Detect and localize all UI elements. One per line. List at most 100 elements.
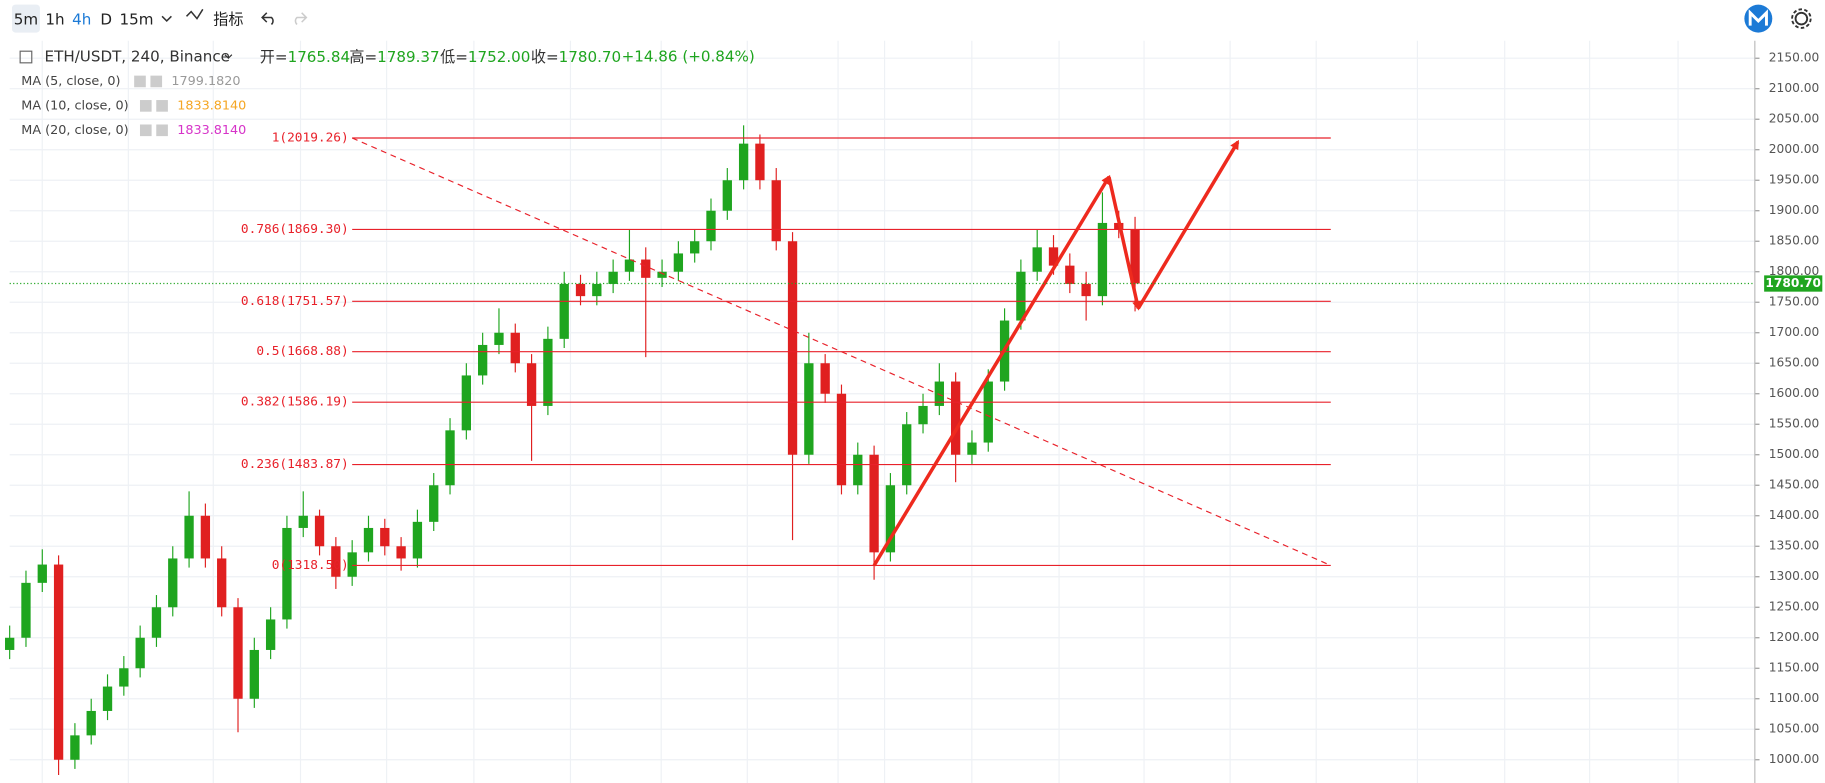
- fib-label: 0.5(1668.88): [256, 344, 348, 359]
- ma-value: 1833.8140: [177, 123, 246, 138]
- candle-body: [478, 344, 488, 376]
- y-tick-label: 2150.00: [1769, 51, 1819, 65]
- candle-body: [363, 527, 374, 553]
- settings-gear: [1791, 8, 1812, 29]
- ohlc-value: 1780.70: [559, 48, 621, 66]
- y-tick-label: 1100.00: [1769, 691, 1819, 705]
- candle-body: [265, 619, 276, 650]
- candle-body: [510, 332, 520, 364]
- candle-body: [184, 515, 194, 559]
- y-tick-label: 1150.00: [1769, 661, 1819, 675]
- candle-body: [836, 393, 847, 486]
- fib-label: 0.618(1751.57): [241, 294, 349, 309]
- ma-remove[interactable]: [156, 100, 168, 112]
- fib-label: 0.786(1869.30): [241, 222, 349, 237]
- collapse-icon[interactable]: [19, 50, 33, 64]
- ma-settings[interactable]: [139, 124, 152, 137]
- interval-button[interactable]: 15m: [120, 10, 154, 28]
- settings-button[interactable]: [1794, 11, 1809, 26]
- candle-body: [771, 180, 781, 242]
- ohlc-value: 1752.00: [468, 48, 530, 66]
- ohlc-item: 开=1765.84: [260, 48, 350, 66]
- candle-body: [37, 564, 47, 583]
- y-tick-label: 1600.00: [1769, 386, 1819, 400]
- arrow: [872, 174, 1111, 567]
- candle-body: [380, 527, 390, 547]
- candle-body: [53, 564, 64, 760]
- arrow: [1136, 139, 1240, 310]
- candle-body: [445, 430, 455, 486]
- symbol-chevron[interactable]: [224, 54, 233, 59]
- candle-body: [200, 515, 211, 559]
- logo[interactable]: [1744, 4, 1773, 33]
- fib-label: 1(2019.26): [272, 130, 349, 145]
- candle-body: [950, 381, 961, 455]
- candle-body: [722, 180, 732, 211]
- y-tick-label: 1800.00: [1769, 264, 1819, 278]
- indicator-icon: [185, 8, 204, 20]
- candle-body: [119, 668, 129, 687]
- candle-body: [673, 253, 684, 272]
- candle-body: [1097, 222, 1108, 297]
- symbol[interactable]: ETH/USDT, 240, Binance: [45, 48, 230, 66]
- y-tick-label: 1400.00: [1769, 508, 1819, 522]
- y-tick-label: 1750.00: [1769, 295, 1819, 309]
- candle-body: [738, 143, 749, 181]
- candle-body: [657, 271, 667, 278]
- candle-body: [494, 332, 504, 345]
- candle-body: [168, 558, 178, 608]
- ma-remove[interactable]: [156, 124, 168, 137]
- candle-body: [755, 143, 765, 181]
- candle-body: [787, 241, 798, 455]
- y-tick-label: 2100.00: [1769, 81, 1819, 95]
- candle-body: [102, 686, 113, 711]
- legend: 开=1765.84 高=1789.37 低=1752.00 收=1780.70 +14.…: [21, 48, 755, 138]
- interval-button[interactable]: 4h: [72, 10, 91, 28]
- y-tick-label: 1950.00: [1769, 173, 1819, 187]
- chevron[interactable]: [161, 15, 172, 23]
- interval-button[interactable]: D: [100, 10, 112, 28]
- interval-button[interactable]: 1h: [45, 10, 64, 28]
- candle-body: [233, 607, 243, 699]
- ohlc-value: 1789.37: [377, 48, 439, 66]
- ohlc-value: 1765.84: [288, 48, 350, 66]
- ohlc-label: 开=: [260, 48, 288, 66]
- y-tick-label: 1300.00: [1769, 569, 1819, 583]
- candle-body: [1130, 229, 1140, 284]
- candle-body: [526, 363, 537, 406]
- candle-body: [804, 363, 814, 455]
- candle-body: [983, 381, 993, 443]
- candle-body: [869, 454, 879, 553]
- candle-body: [1081, 283, 1091, 297]
- indicators-button[interactable]: 指标: [213, 10, 243, 28]
- candle-body: [1048, 247, 1059, 266]
- ma-remove[interactable]: [150, 75, 163, 88]
- ma-value: 1833.8140: [177, 98, 246, 113]
- last-price-label: 1780.70: [1765, 276, 1821, 290]
- candle-body: [934, 381, 944, 406]
- candle-body: [298, 515, 308, 528]
- redo-button[interactable]: [294, 12, 308, 25]
- ohlc-label: 高=: [349, 48, 377, 66]
- ma-settings[interactable]: [139, 100, 152, 112]
- y-tick-label: 1850.00: [1769, 234, 1819, 248]
- y-tick-label: 2050.00: [1769, 112, 1819, 126]
- candle-body: [592, 283, 602, 297]
- ma-settings[interactable]: [134, 75, 146, 88]
- candle-body: [70, 735, 80, 760]
- candle-body: [429, 485, 439, 522]
- logo-mark: [1748, 9, 1768, 26]
- undo-button[interactable]: [261, 12, 274, 25]
- fib-label: 0.236(1483.87): [241, 457, 349, 472]
- y-tick-label: 1200.00: [1769, 630, 1819, 644]
- y-tick-label: 1050.00: [1769, 722, 1819, 736]
- ma-name: MA (20, close, 0): [21, 123, 128, 138]
- interval-button[interactable]: 5m: [14, 10, 38, 28]
- last-price-tag: [1764, 275, 1823, 292]
- y-tick-label: 1900.00: [1769, 203, 1819, 217]
- y-tick-label: 1500.00: [1769, 447, 1819, 461]
- y-tick-label: 1550.00: [1769, 417, 1819, 431]
- candle-body: [217, 558, 227, 608]
- candle-body: [1032, 247, 1042, 272]
- candle-body: [967, 442, 977, 455]
